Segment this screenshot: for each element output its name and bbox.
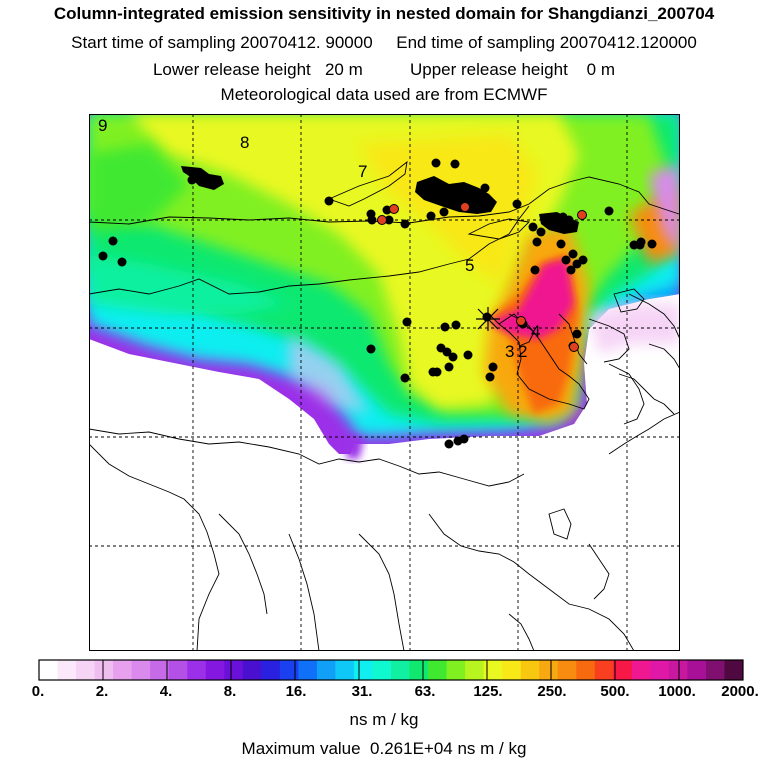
colorbar-swatch (576, 660, 596, 680)
plot-title: Column-integrated emission sensitivity i… (53, 4, 715, 23)
sensitivity-map: 9 8 7 5 4 3 2 1 (89, 114, 680, 651)
tick-label: 500. (600, 683, 630, 700)
region-label-8: 8 (240, 133, 249, 152)
colorbar-swatch (650, 660, 670, 680)
tick-label: 2000. (721, 683, 759, 700)
colorbar-swatch (539, 660, 559, 680)
sampling-time-line: Start time of sampling 20070412. 90000 E… (71, 33, 697, 52)
colorbar-swatch (446, 660, 466, 680)
tick-label: 4. (159, 683, 173, 700)
tick-label: 8. (223, 683, 237, 700)
asterisk-icon (476, 307, 500, 331)
tick-label: 0. (31, 683, 45, 700)
colorbar-swatch (187, 660, 207, 680)
colorbar-swatch (279, 660, 299, 680)
colorbar-swatch (428, 660, 448, 680)
colorbar-swatch (391, 660, 411, 680)
colorbar-swatch (557, 660, 577, 680)
colorbar-swatch (298, 660, 318, 680)
colorbar-swatch (613, 660, 633, 680)
colorbar-swatch (39, 660, 59, 680)
colorbar-swatch (131, 660, 151, 680)
colorbar-swatch (242, 660, 262, 680)
colorbar-swatch (724, 660, 744, 680)
colorbar-swatch (150, 660, 170, 680)
region-label-2: 2 (518, 342, 527, 361)
colorbar-swatch (687, 660, 707, 680)
colorbar-swatch (520, 660, 540, 680)
colorbar-swatch (205, 660, 225, 680)
tick-label: 250. (537, 683, 567, 700)
colorbar-swatch (57, 660, 77, 680)
colorbar-swatch (631, 660, 651, 680)
colorbar-swatch (705, 660, 725, 680)
colorbar-swatch (409, 660, 429, 680)
colorbar-swatch (372, 660, 392, 680)
region-label-3: 3 (505, 342, 514, 361)
colorbar-swatch (594, 660, 614, 680)
tick-label: 31. (351, 683, 373, 700)
colorbar-swatch (483, 660, 503, 680)
emission-sensitivity-field (89, 114, 680, 459)
colorbar-swatch (113, 660, 133, 680)
region-label-5: 5 (465, 256, 474, 275)
colorbar-swatch (465, 660, 485, 680)
maximum-value-label: Maximum value 0.261E+04 ns m / kg (241, 739, 527, 758)
map-panel: 9 8 7 5 4 3 2 1 (89, 114, 680, 651)
release-height-line: Lower release height 20 m Upper release … (152, 60, 616, 79)
source-points (98, 158, 657, 449)
colorbar (38, 659, 744, 681)
colorbar-swatch (168, 660, 188, 680)
region-label-7: 7 (358, 162, 367, 181)
region-label-4: 4 (531, 322, 540, 341)
colorbar-swatch (261, 660, 281, 680)
colorbar-swatch (502, 660, 522, 680)
colorbar-swatch (316, 660, 336, 680)
tick-label: 16. (285, 683, 307, 700)
tick-label: 63. (414, 683, 436, 700)
tick-label: 1000. (658, 683, 696, 700)
colorbar-swatch (353, 660, 373, 680)
colorbar-units: ns m / kg (349, 710, 419, 729)
met-data-line: Meteorological data used are from ECMWF (220, 85, 548, 104)
colorbar-swatch (335, 660, 355, 680)
region-labels: 9 8 7 5 4 3 2 1 (98, 116, 540, 361)
graticule (89, 114, 680, 651)
region-label-9: 9 (98, 116, 107, 135)
red-source-points (377, 202, 587, 352)
map-frame (89, 114, 680, 651)
colorbar-swatch (76, 660, 96, 680)
colorbar-swatch (668, 660, 688, 680)
tick-label: 125. (473, 683, 503, 700)
country-borders (89, 160, 680, 651)
colorbar-swatch (94, 660, 114, 680)
colorbar-frame (38, 659, 744, 681)
tick-label: 2. (95, 683, 109, 700)
colorbar-swatch (224, 660, 244, 680)
